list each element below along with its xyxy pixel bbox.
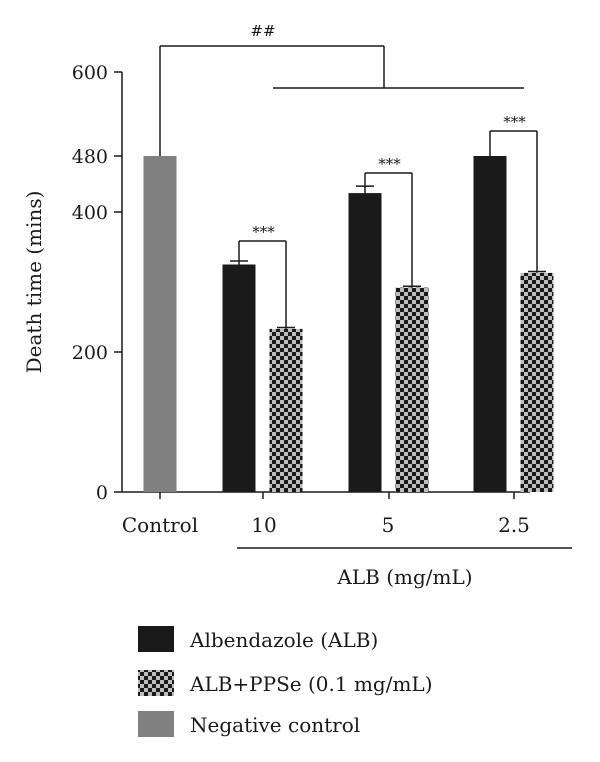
x-tick-2-5: 2.5 [498, 513, 530, 537]
y-tick-label: 600 [72, 62, 108, 84]
legend-label-alb-ppse: ALB+PPSe (0.1 mg/mL) [189, 672, 433, 696]
legend-label-negative-control: Negative control [190, 713, 360, 737]
sig-label-hash: ## [250, 22, 275, 40]
x-tick-5: 5 [382, 513, 395, 537]
sig-label-stars: *** [503, 113, 526, 131]
x-tick-control: Control [122, 513, 198, 537]
legend-swatch-alb-ppse [138, 670, 174, 696]
legend: Albendazole (ALB) ALB+PPSe (0.1 mg/mL) N… [138, 626, 433, 737]
bar-albendazole-alb--2-5 [473, 156, 507, 492]
x-tick-marks [159, 492, 515, 499]
legend-swatch-negative-control [138, 711, 174, 737]
significance-brackets: ## *** *** *** [159, 22, 538, 327]
y-tick-label: 0 [96, 482, 108, 504]
bar-albendazole-alb--5 [348, 193, 382, 492]
bars [143, 156, 554, 492]
x-axis-label: ALB (mg/mL) [336, 565, 472, 589]
sig-label-stars: *** [252, 223, 275, 241]
y-axis-label: Death time (mins) [22, 191, 46, 374]
axes [121, 72, 572, 549]
y-tick-label: 480 [72, 146, 108, 168]
y-tick-label: 200 [72, 342, 108, 364]
x-tick-10: 10 [251, 513, 276, 537]
bar-alb-ppse-0-1-mg-ml--5 [395, 287, 429, 492]
bar-alb-ppse-0-1-mg-ml--2-5 [520, 272, 554, 492]
legend-swatch-albendazole [138, 626, 174, 652]
y-ticks: 0 200 400 480 600 [72, 62, 122, 504]
y-tick-label: 400 [72, 202, 108, 224]
bar-alb-ppse-0-1-mg-ml--10 [269, 328, 303, 492]
bar-albendazole-alb--10 [222, 264, 256, 492]
sig-label-stars: *** [378, 155, 401, 173]
bar-negative-control-control [143, 156, 177, 492]
legend-label-albendazole: Albendazole (ALB) [189, 628, 378, 652]
